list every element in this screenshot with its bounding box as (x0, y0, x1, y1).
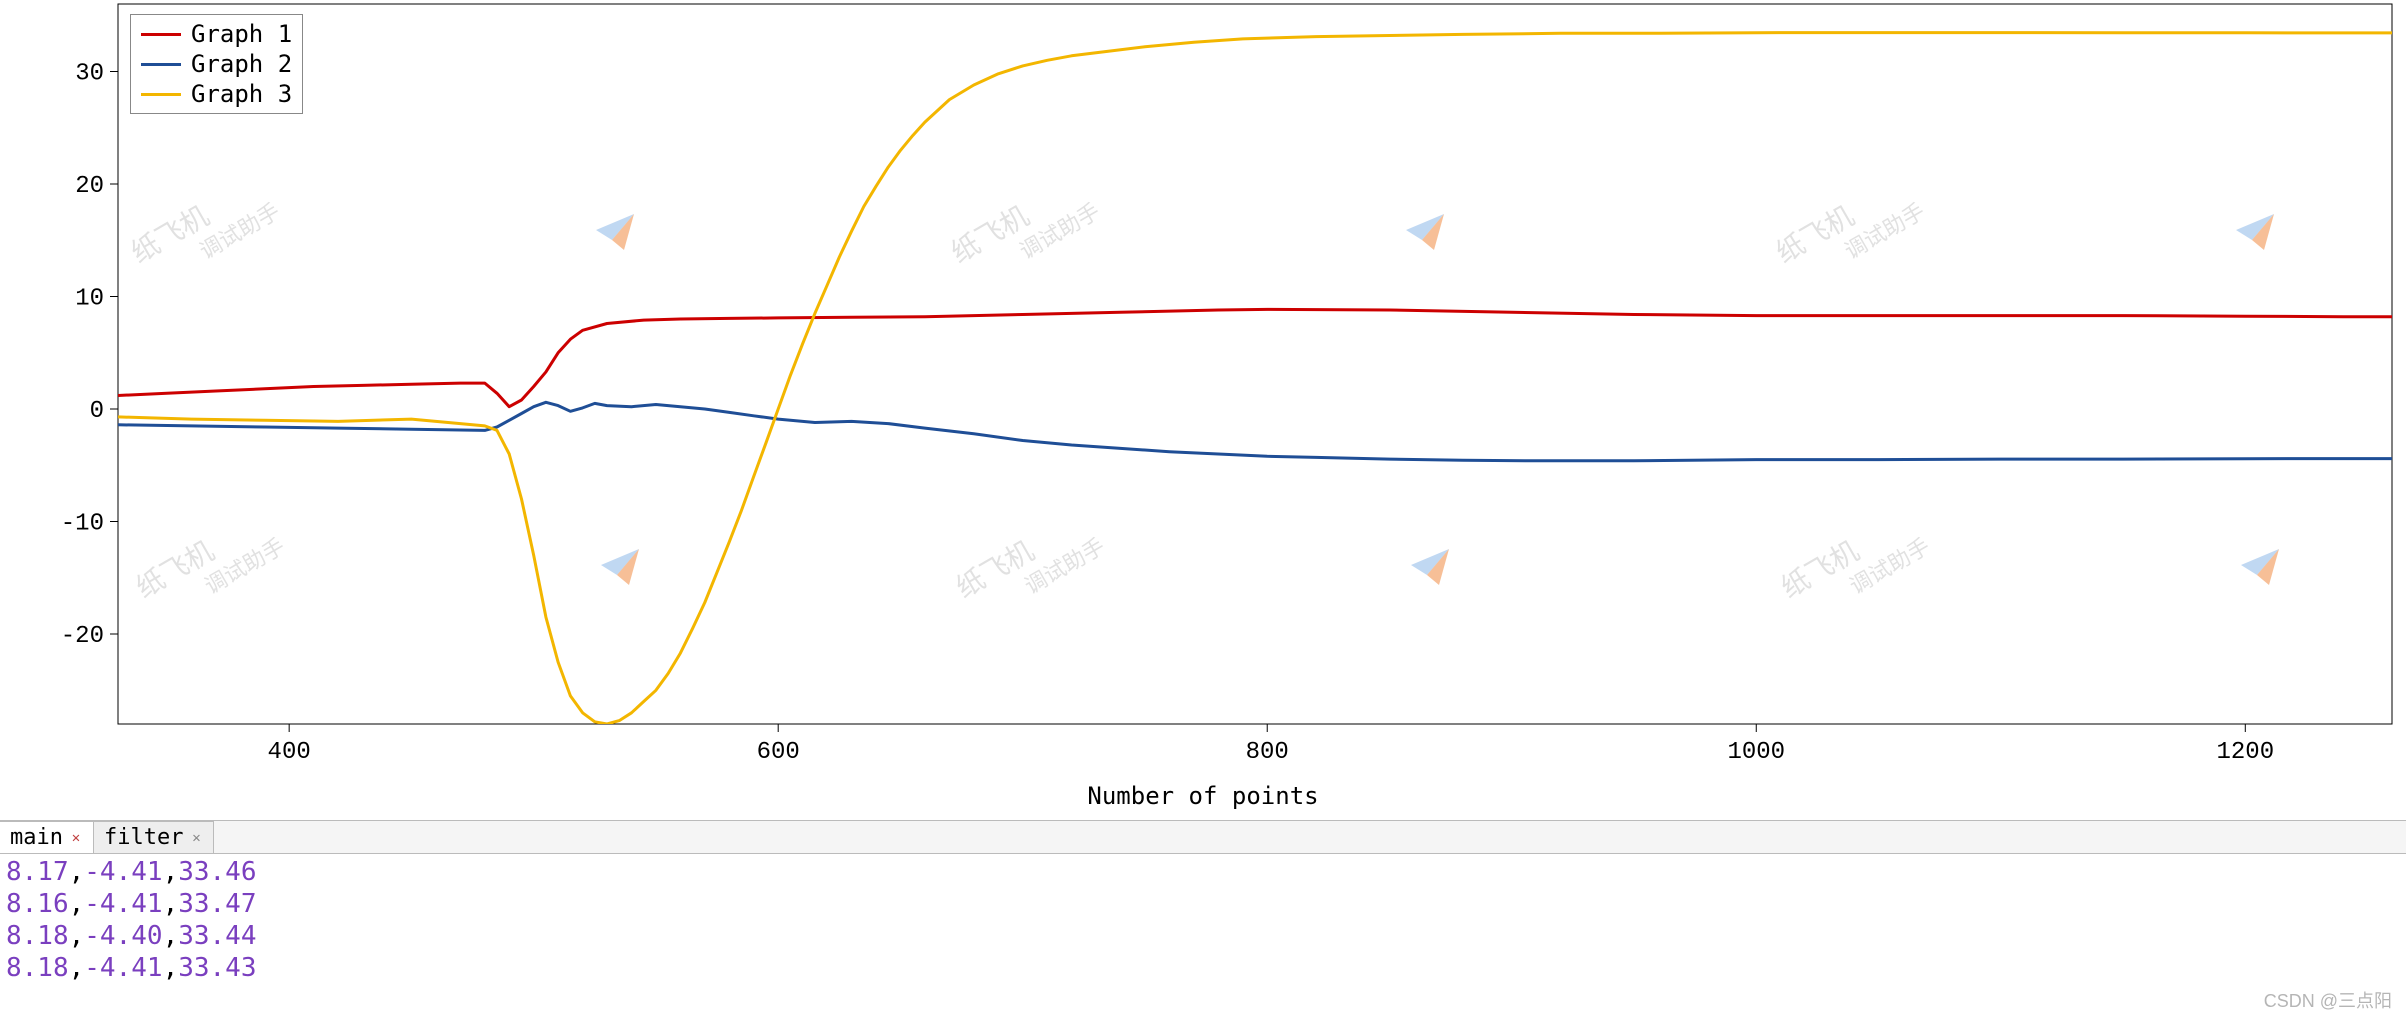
legend-item: Graph 3 (141, 79, 292, 109)
legend-swatch (141, 33, 181, 36)
legend-swatch (141, 63, 181, 66)
chart-plot[interactable]: 400 600 800 1000 1200 -20 -10 0 10 20 30 (0, 0, 2406, 820)
tab-filter[interactable]: filter ✕ (94, 821, 214, 853)
legend-label: Graph 2 (191, 50, 292, 78)
legend-swatch (141, 93, 181, 96)
tab-bar: main ✕ filter ✕ (0, 820, 2406, 854)
svg-text:20: 20 (75, 173, 104, 200)
tab-main[interactable]: main ✕ (0, 821, 94, 853)
legend-label: Graph 3 (191, 80, 292, 108)
tab-label: main (10, 825, 63, 850)
svg-text:800: 800 (1246, 739, 1289, 766)
svg-text:0: 0 (90, 398, 104, 425)
tab-label: filter (104, 825, 183, 850)
close-icon[interactable]: ✕ (189, 831, 203, 845)
svg-text:1000: 1000 (1727, 739, 1785, 766)
svg-text:1200: 1200 (2216, 739, 2274, 766)
console-line: 8.18,-4.41,33.43 (6, 952, 2406, 984)
legend-item: Graph 2 (141, 49, 292, 79)
csdn-watermark: CSDN @三点阳 (2264, 987, 2392, 1013)
console-line: 8.17,-4.41,33.46 (6, 856, 2406, 888)
chart-panel: Value 40060080010001200-20-100102030 Num… (0, 0, 2406, 820)
close-icon[interactable]: ✕ (69, 831, 83, 845)
legend-label: Graph 1 (191, 20, 292, 48)
x-axis-label: Number of points (1087, 782, 1318, 810)
svg-text:30: 30 (75, 61, 104, 88)
svg-text:400: 400 (268, 739, 311, 766)
console-line: 8.16,-4.41,33.47 (6, 888, 2406, 920)
svg-text:-20: -20 (61, 623, 104, 650)
svg-text:10: 10 (75, 286, 104, 313)
console-line: 8.18,-4.40,33.44 (6, 920, 2406, 952)
console-output: 8.17,-4.41,33.468.16,-4.41,33.478.18,-4.… (0, 852, 2406, 1023)
svg-text:-10: -10 (61, 511, 104, 538)
legend-item: Graph 1 (141, 19, 292, 49)
legend: Graph 1 Graph 2 Graph 3 (130, 14, 303, 114)
svg-text:600: 600 (757, 739, 800, 766)
